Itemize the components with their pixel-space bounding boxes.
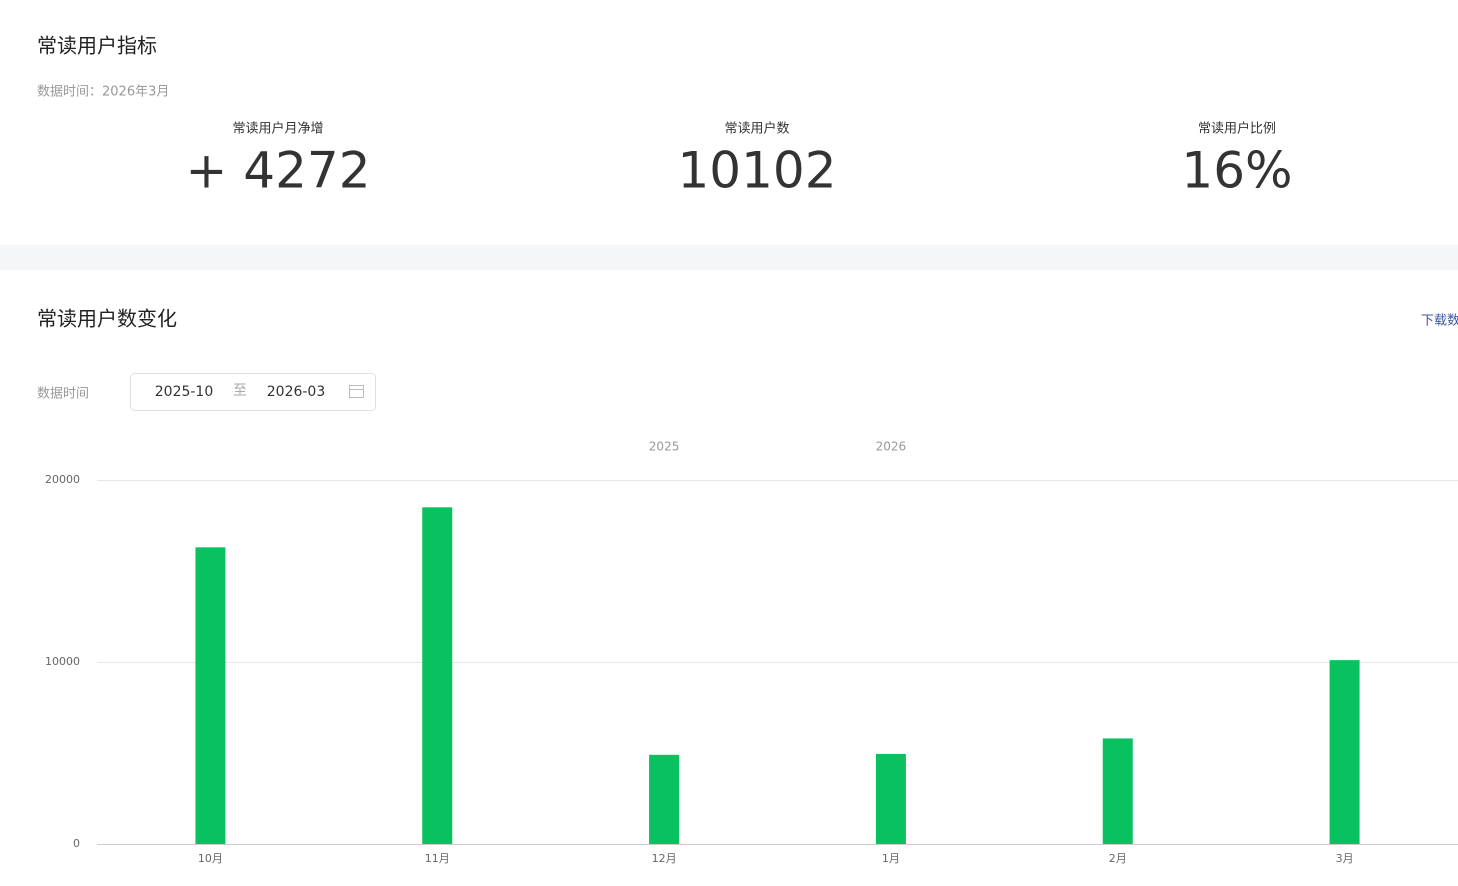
- bar: [1329, 660, 1360, 844]
- x-tick-label: 1月: [882, 852, 900, 865]
- metric-value: 16%: [1181, 142, 1292, 200]
- bar: [875, 753, 906, 844]
- metric-label: 常读用户比例: [1198, 121, 1276, 137]
- separator: 至: [233, 383, 247, 399]
- date-label: 数据时间：2026年3月: [37, 85, 169, 100]
- metric-label: 常读用户数: [724, 121, 789, 137]
- metric-label: 常读用户月净增: [232, 121, 323, 137]
- bar: [649, 754, 680, 844]
- metric-value: + 4272: [185, 142, 370, 200]
- end-date[interactable]: 2026-03: [267, 384, 326, 400]
- year-label: 2026: [876, 440, 907, 454]
- bar: [195, 547, 226, 844]
- x-tick-label: 11月: [425, 852, 450, 865]
- header-title: 常读用户指标: [37, 34, 157, 58]
- section-title: 常读用户数变化: [37, 307, 177, 331]
- x-tick-label: 3月: [1336, 852, 1354, 865]
- x-tick-label: 12月: [652, 852, 677, 865]
- bar: [1102, 738, 1133, 844]
- x-tick-label: 10月: [198, 852, 223, 865]
- y-tick-label: 10000: [45, 655, 80, 668]
- bar: [422, 507, 453, 844]
- divider: [0, 245, 1458, 270]
- download-link[interactable]: 下载数据: [1421, 314, 1458, 329]
- date-picker[interactable]: [130, 373, 376, 411]
- start-date[interactable]: 2025-10: [155, 384, 214, 400]
- metric-value: 10102: [677, 142, 836, 200]
- year-label: 2025: [649, 440, 680, 454]
- y-tick-label: 0: [73, 837, 80, 850]
- filter-label: 数据时间: [37, 387, 89, 402]
- calendar-icon: [349, 385, 364, 398]
- y-tick-label: 20000: [45, 473, 80, 486]
- x-tick-label: 2月: [1109, 852, 1127, 865]
